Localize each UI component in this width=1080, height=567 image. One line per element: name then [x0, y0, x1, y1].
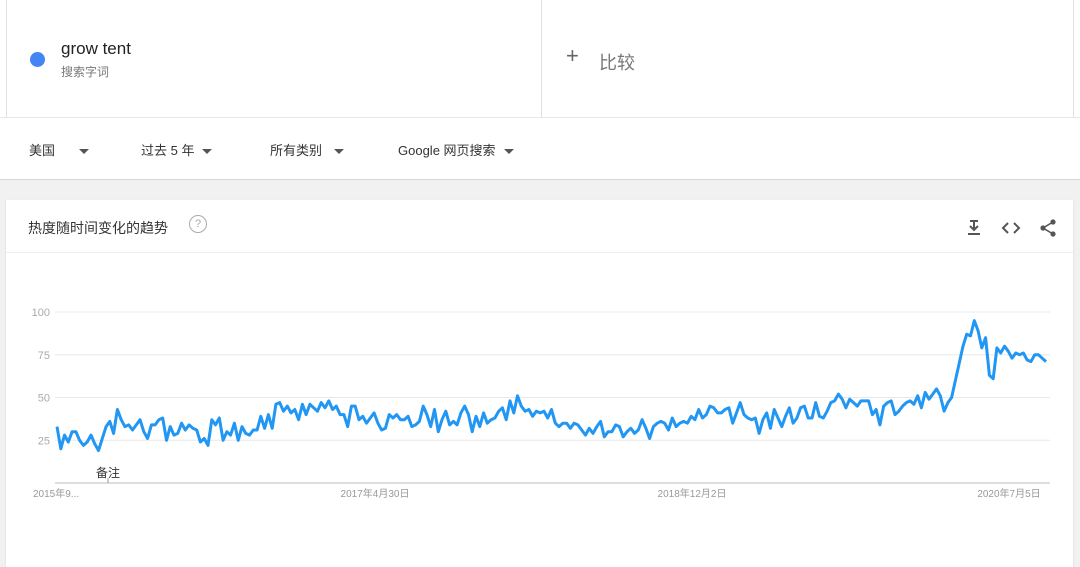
x-tick-label: 2015年9... [33, 487, 79, 500]
term-name[interactable]: grow tent [61, 39, 131, 58]
compare-label: 比较 [599, 53, 635, 73]
filter-label: Google 网页搜索 [398, 143, 496, 158]
category-filter[interactable]: 所有类别 [270, 140, 345, 159]
filter-label: 所有类别 [270, 143, 323, 158]
interest-over-time-card: 热度随时间变化的趋势 ? 25 50 75 100 2015年9... 2017年4月30… [6, 200, 1073, 567]
term-color-dot [30, 52, 45, 67]
filter-label: 美国 [29, 143, 56, 158]
annotation-label: 备注 [96, 465, 120, 480]
x-tick-label: 2020年7月5日 [977, 487, 1040, 500]
chevron-down-icon [503, 149, 514, 155]
x-tick-label: 2018年12月2日 [658, 487, 727, 500]
chevron-down-icon [334, 149, 345, 155]
plus-icon: + [566, 43, 579, 68]
y-tick-label: 100 [32, 307, 50, 319]
share-icon[interactable] [1038, 218, 1058, 238]
embed-code-icon[interactable] [1001, 218, 1021, 238]
filter-bar: 美国 过去 5 年 所有类别 Google 网页搜索 [0, 117, 1080, 180]
series-line [55, 319, 1048, 452]
y-tick-label: 25 [38, 435, 50, 447]
divider [6, 252, 1073, 253]
x-tick-label: 2017年4月30日 [341, 487, 410, 500]
download-icon[interactable] [964, 218, 984, 238]
compare-button[interactable]: + 比较 [541, 0, 1074, 117]
help-icon[interactable]: ? [189, 215, 207, 233]
card-title: 热度随时间变化的趋势 [28, 220, 168, 236]
chevron-down-icon [202, 149, 213, 155]
trend-chart: 25 50 75 100 2015年9... 2017年4月30日 2018年12月2日 20… [32, 307, 1050, 500]
y-tick-label: 50 [38, 393, 50, 405]
chevron-down-icon [79, 149, 90, 155]
search-term-card[interactable]: grow tent 搜索字词 [6, 0, 542, 117]
region-filter[interactable]: 美国 [29, 140, 90, 159]
term-type: 搜索字词 [61, 65, 110, 79]
search-terms-bar: grow tent 搜索字词 + 比较 [0, 0, 1080, 117]
time-filter[interactable]: 过去 5 年 [141, 140, 213, 159]
y-tick-label: 75 [38, 350, 50, 362]
filter-label: 过去 5 年 [141, 143, 195, 158]
search-type-filter[interactable]: Google 网页搜索 [398, 140, 514, 159]
